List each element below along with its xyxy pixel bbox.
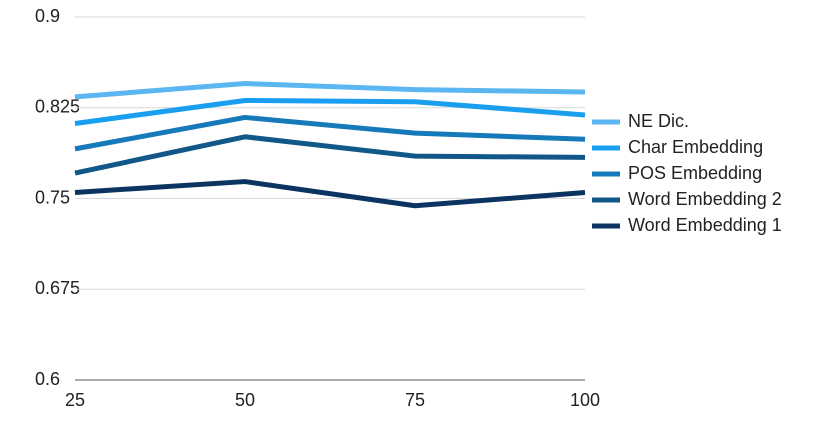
- legend-label: Char Embedding: [628, 137, 763, 157]
- series-line: [74, 97, 586, 126]
- legend-label: NE Dic.: [628, 111, 689, 131]
- series-line: [74, 114, 586, 152]
- x-tick-label: 75: [405, 390, 425, 410]
- legend-label: POS Embedding: [628, 163, 762, 183]
- legend-label: Word Embedding 2: [628, 189, 782, 209]
- y-tick-label: 0.675: [35, 278, 80, 298]
- series-line: [74, 179, 586, 209]
- series-line: [74, 134, 586, 176]
- legend-label: Word Embedding 1: [628, 215, 782, 235]
- x-tick-label: 100: [570, 390, 600, 410]
- y-tick-label: 0.825: [35, 97, 80, 117]
- x-tick-label: 25: [65, 390, 85, 410]
- y-tick-label: 0.75: [35, 187, 70, 207]
- series-line: [74, 81, 586, 100]
- x-tick-label: 50: [235, 390, 255, 410]
- y-tick-label: 0.9: [35, 6, 60, 26]
- y-tick-label: 0.6: [35, 369, 60, 389]
